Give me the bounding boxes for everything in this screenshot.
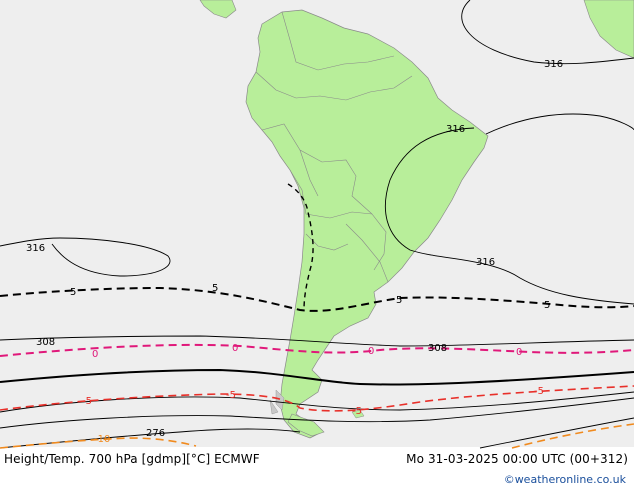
label-tm5-c: -5 — [352, 406, 362, 417]
falklands-land — [351, 409, 365, 419]
temp-contour-minus10 — [0, 437, 197, 449]
label-tm10: -10 — [94, 434, 110, 445]
height-contour-316-brazil — [384, 127, 634, 305]
valid-time: Mo 31-03-2025 00:00 UTC (00+312) — [406, 452, 628, 466]
credit-link[interactable]: ©weatheronline.co.uk — [503, 473, 626, 486]
height-contour-316-north — [461, 0, 634, 65]
label-316-south: 316 — [476, 257, 495, 268]
map-title: Height/Temp. 700 hPa [gdmp][°C] ECMWF — [4, 452, 260, 466]
height-contour-316-west — [0, 237, 171, 277]
label-tm5-d: -5 — [534, 386, 544, 397]
height-contour-308 — [0, 335, 634, 347]
label-t0-d: 0 — [516, 347, 522, 358]
label-t0-c: 0 — [368, 346, 374, 357]
temp-contour-zero — [0, 343, 634, 357]
label-t5-b: 5 — [212, 283, 218, 294]
temp-contour-plus5 — [0, 286, 634, 312]
label-316-brazil: 316 — [446, 124, 465, 135]
label-308-east: 308 — [428, 343, 447, 354]
contour-labels: 316 316 316 316 308 308 276 5 5 5 5 0 0 … — [26, 59, 563, 445]
temperature-contours — [0, 183, 634, 449]
label-t0-a: 0 — [92, 349, 98, 360]
label-316-ne: 316 — [544, 59, 563, 70]
central-america-land — [199, 0, 237, 19]
height-contour-276 — [0, 428, 301, 449]
label-t0-b: 0 — [232, 343, 238, 354]
temp-contour-minus5 — [0, 385, 634, 412]
land-areas — [199, 0, 634, 439]
label-308-west: 308 — [36, 337, 55, 348]
label-t5-a: 5 — [70, 287, 76, 298]
height-contour-b — [0, 397, 634, 429]
label-t5-d: 5 — [544, 300, 550, 311]
label-t5-c: 5 — [396, 295, 402, 306]
africa-land — [583, 0, 634, 59]
label-276: 276 — [146, 428, 165, 439]
label-tm5-a: -5 — [82, 396, 92, 407]
height-contour-c — [479, 417, 634, 449]
temp-contour-plus5-inland — [287, 183, 314, 311]
temp-contour-minus10-east — [511, 423, 634, 449]
label-316-west: 316 — [26, 243, 45, 254]
height-contour-thick — [0, 368, 634, 386]
height-contour-316-northeast — [485, 113, 634, 135]
label-tm5-b: -5 — [226, 390, 236, 401]
south-america-land — [245, 9, 489, 439]
